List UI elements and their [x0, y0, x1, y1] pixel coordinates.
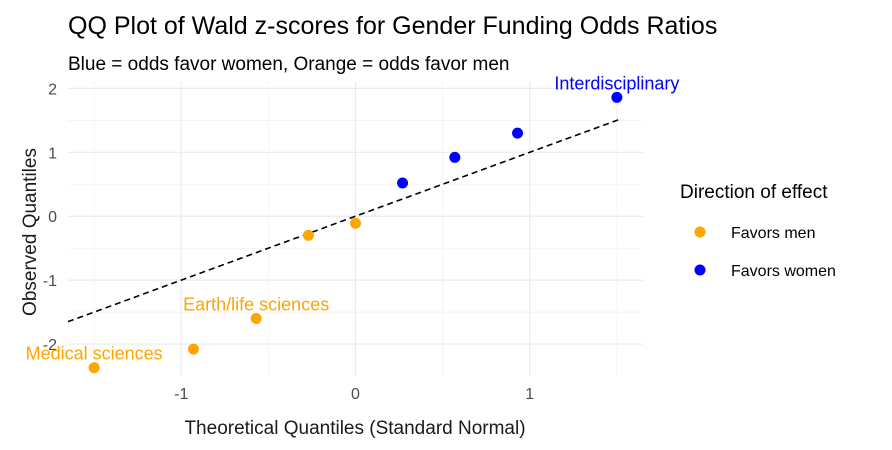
point-annotation: Earth/life sciences — [183, 294, 329, 314]
x-tick-label: -1 — [174, 386, 188, 403]
point-annotation: Interdisciplinary — [554, 73, 679, 93]
reference-line-layer — [67, 118, 621, 323]
x-tick-label: 0 — [351, 386, 360, 403]
data-points — [88, 91, 623, 374]
data-point — [250, 312, 262, 324]
legend-label: Favors women — [731, 263, 836, 280]
point-annotation: Medical sciences — [26, 344, 163, 364]
y-tick-label: -1 — [43, 273, 57, 290]
x-tick-label: 1 — [525, 386, 534, 403]
legend: Direction of effect Favors men Favors wom… — [680, 182, 836, 280]
y-tick-labels: -2 -1 0 1 2 — [43, 81, 57, 354]
y-axis-title: Observed Quantiles — [20, 148, 41, 316]
legend-label: Favors men — [731, 225, 815, 242]
y-tick-label: 1 — [48, 145, 57, 162]
qq-reference-line — [67, 118, 621, 323]
chart-subtitle: Blue = odds favor women, Orange = odds f… — [68, 54, 509, 75]
data-point — [88, 362, 100, 374]
data-point — [350, 217, 361, 229]
legend-title: Direction of effect — [680, 182, 828, 203]
data-point — [611, 91, 623, 103]
legend-key — [694, 226, 706, 238]
data-point — [397, 177, 409, 189]
x-tick-labels: -1 0 1 — [174, 386, 534, 403]
point-annotations: Interdisciplinary Earth/life sciences Medi… — [26, 73, 680, 363]
legend-key — [694, 264, 706, 276]
y-tick-label: -2 — [43, 337, 57, 354]
major-gridlines — [68, 82, 643, 376]
y-tick-label: 0 — [48, 209, 57, 226]
data-point — [187, 343, 199, 355]
data-point — [512, 127, 524, 139]
chart-title: QQ Plot of Wald z-scores for Gender Fund… — [68, 12, 717, 40]
x-axis-title: Theoretical Quantiles (Standard Normal) — [184, 418, 525, 439]
data-point — [449, 151, 461, 163]
data-point — [302, 229, 314, 241]
y-tick-label: 2 — [48, 81, 57, 98]
